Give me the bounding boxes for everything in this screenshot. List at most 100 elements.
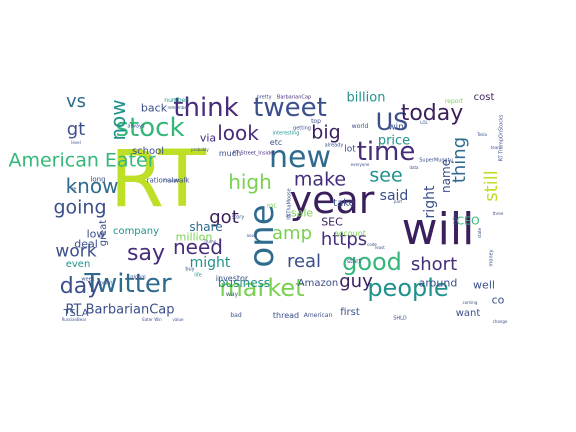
cloud-word: million [175,230,213,244]
cloud-word: RT Street_Insider [232,150,276,157]
cloud-word: going [53,196,107,219]
cloud-word: SEC [321,215,343,229]
cloud-word: billion [346,90,386,106]
cloud-word: RussianBear [61,317,87,322]
cloud-word: coming [462,300,478,305]
cloud-word: got [209,207,239,228]
cloud-word: thread [272,311,300,320]
cloud-word: short [410,254,458,275]
cloud-word: change [492,319,508,324]
cloud-word: sale [290,206,314,220]
cloud-word: probably [191,147,209,152]
cloud-word: start [347,258,361,265]
cloud-word: stock [115,113,185,143]
cloud-word: always [127,123,145,130]
cloud-word: top [311,118,321,125]
cloud-word: know [65,174,119,198]
cloud-word: US [375,108,409,136]
cloud-word: Trump [203,239,217,244]
cloud-word: look [217,121,259,145]
cloud-word: level [71,140,81,145]
cloud-word: via [199,131,217,145]
cloud-word: business [217,276,271,290]
cloud-word: say [127,241,165,266]
cloud-word: re [71,186,77,193]
cloud-word: year [289,178,375,222]
cloud-word: Eater Win [142,317,162,322]
cloud-word: everyone [350,162,370,167]
cloud-word: index [452,212,459,226]
cloud-word: co [491,293,505,307]
cloud-word: deal [74,237,98,251]
cloud-word: new [268,140,332,175]
cloud-word: interesting [272,130,300,137]
cloud-word: share [189,220,223,234]
cloud-word: part [393,199,403,204]
cloud-word: money [488,249,495,267]
cloud-word: lot [344,144,356,155]
cloud-word: around [418,276,458,290]
cloud-word: work [55,241,97,262]
cloud-word: need [173,235,223,259]
cloud-word: low [86,227,106,241]
cloud-word: pretty [256,94,272,101]
cloud-word: least [375,245,385,250]
cloud-word: name [439,158,453,194]
cloud-word: first [340,307,360,318]
cloud-word: Amazon [297,278,339,289]
cloud-word: American Eater [8,149,156,172]
cloud-word: number [164,97,188,104]
cloud-word: story [231,214,245,221]
cloud-word: market [219,274,305,302]
cloud-word: thought [164,178,180,183]
cloud-word: team [490,145,502,150]
cloud-word: RT BarbarianCap [65,302,175,318]
cloud-word: remember [167,105,189,110]
cloud-word: people [367,274,449,302]
cloud-word: tweet [253,93,327,123]
cloud-word: BarbarianCap [276,94,312,101]
cloud-word: data [409,165,419,170]
cloud-word: will [401,204,475,255]
cloud-word: much [218,149,242,158]
cloud-word: time [356,137,416,167]
cloud-word: https [320,229,368,250]
cloud-word: CEO [456,214,480,228]
cloud-word: cost [473,92,495,103]
cloud-word: way [225,291,239,298]
cloud-word: etc [269,138,283,147]
cloud-word: thing [449,136,470,184]
cloud-word: SuperMugatu [419,157,453,164]
cloud-word: price [377,133,411,149]
cloud-word: Twitter [84,269,172,299]
cloud-word: report [444,98,464,105]
cloud-word: good [342,248,402,276]
cloud-word: bad [230,312,242,319]
cloud-word: big [311,121,341,144]
cloud-word: gt [66,119,86,140]
cloud-word: week [81,276,95,283]
cloud-word: high [228,170,272,194]
cloud-word: ad [285,213,291,218]
cloud-word: even [65,259,91,270]
cloud-word: company [112,226,160,237]
cloud-word: make [293,168,347,191]
cloud-word: want [455,308,481,319]
cloud-word: investor [215,274,249,283]
cloud-word: great [98,219,109,247]
cloud-word: RT [109,135,207,225]
cloud-word: back [140,101,168,115]
cloud-word: said [379,188,409,204]
cloud-word: LOL [420,120,428,125]
cloud-word: buy [185,266,195,273]
cloud-word: asset [246,233,258,238]
cloud-word: value [172,317,184,322]
cloud-word: TSLA [63,308,89,319]
cloud-word: day [59,274,101,299]
cloud-word: might [189,255,231,271]
cloud-word: world [351,123,369,130]
cloud-word: RT TrumpOnStocks [498,114,505,162]
cloud-word: school [131,146,165,157]
cloud-word: Tesla [477,132,487,137]
